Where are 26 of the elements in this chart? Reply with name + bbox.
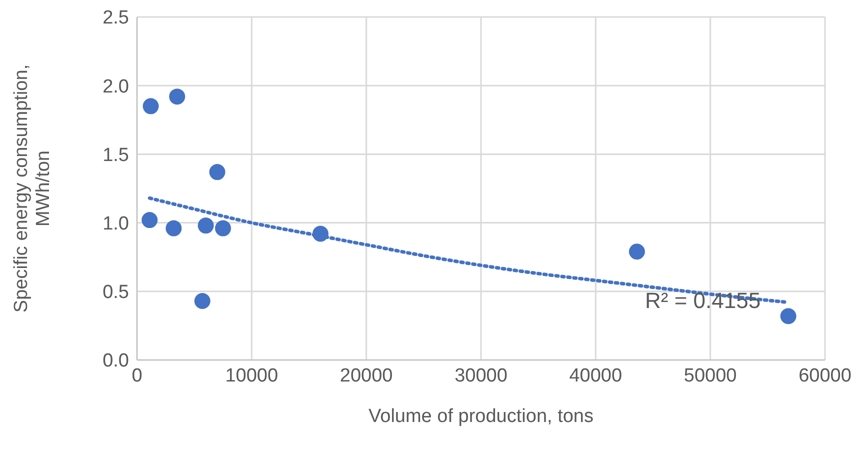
x-tick-label: 30000 (454, 365, 508, 386)
y-tick-label: 2.5 (102, 8, 129, 29)
x-tick-label: 0 (132, 365, 142, 386)
point (312, 226, 328, 242)
point (215, 220, 231, 236)
y-tick-label: 2.0 (102, 76, 129, 98)
x-tick-label: 10000 (225, 365, 278, 386)
point (194, 293, 210, 310)
x-tick-label: 20000 (340, 365, 393, 386)
y-tick-label: 1.0 (102, 214, 129, 235)
y-tick-label: 0.0 (102, 350, 129, 372)
point (628, 244, 645, 260)
y-axis-title: Specific energy consumption, MWh/ton (11, 64, 54, 313)
point (142, 212, 158, 228)
x-axis-title: Volume of production, tons (368, 406, 594, 427)
point (169, 88, 186, 105)
y-tick-label: 1.5 (102, 144, 129, 166)
point (780, 308, 796, 324)
x-tick-label: 50000 (684, 365, 737, 386)
point (142, 98, 159, 114)
x-tick-label: 40000 (569, 365, 622, 386)
y-tick-label: 0.5 (102, 282, 129, 304)
point (198, 218, 214, 234)
point (166, 220, 182, 236)
point (209, 164, 226, 180)
x-tick-label: 60000 (798, 365, 852, 386)
